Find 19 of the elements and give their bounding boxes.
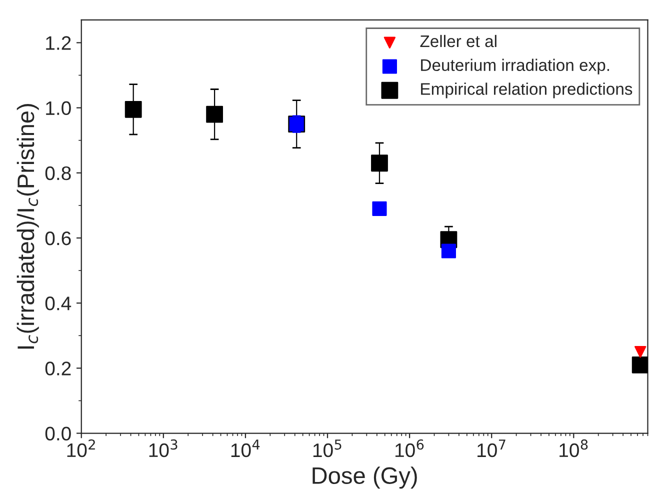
- x-axis-title: Dose (Gy): [312, 466, 417, 489]
- y-tick-label: 0.4: [45, 296, 72, 310]
- x-tick-label: 10$^{5}$: [313, 440, 342, 458]
- y-tick-label: 1.2: [46, 36, 71, 50]
- y-tick-label: 0.6: [45, 231, 71, 246]
- x-tick-label: 10$^{7}$: [478, 440, 506, 458]
- y-tick-label: 1.0: [46, 101, 71, 116]
- legend-label: Deuterium irradiation exp.: [421, 58, 610, 74]
- y-axis-title: I$_{c}$(irradiated)/I$_{c}$(Pristine): [16, 104, 39, 349]
- x-tick-label: 10$^{3}$: [149, 439, 178, 458]
- legend-label: Zeller et al: [420, 34, 496, 48]
- y-tick-label: 0.2: [45, 362, 71, 376]
- y-tick-label: 0.0: [45, 426, 71, 440]
- x-tick-label: 10$^{6}$: [395, 439, 424, 458]
- y-tick-label: 0.8: [45, 166, 71, 180]
- x-tick-label: 10$^{4}$: [231, 440, 260, 458]
- x-tick-label: 10$^{2}$: [67, 439, 95, 458]
- legend-label: Empirical relation predictions: [421, 82, 632, 98]
- x-tick-label: 10$^{8}$: [560, 439, 588, 458]
